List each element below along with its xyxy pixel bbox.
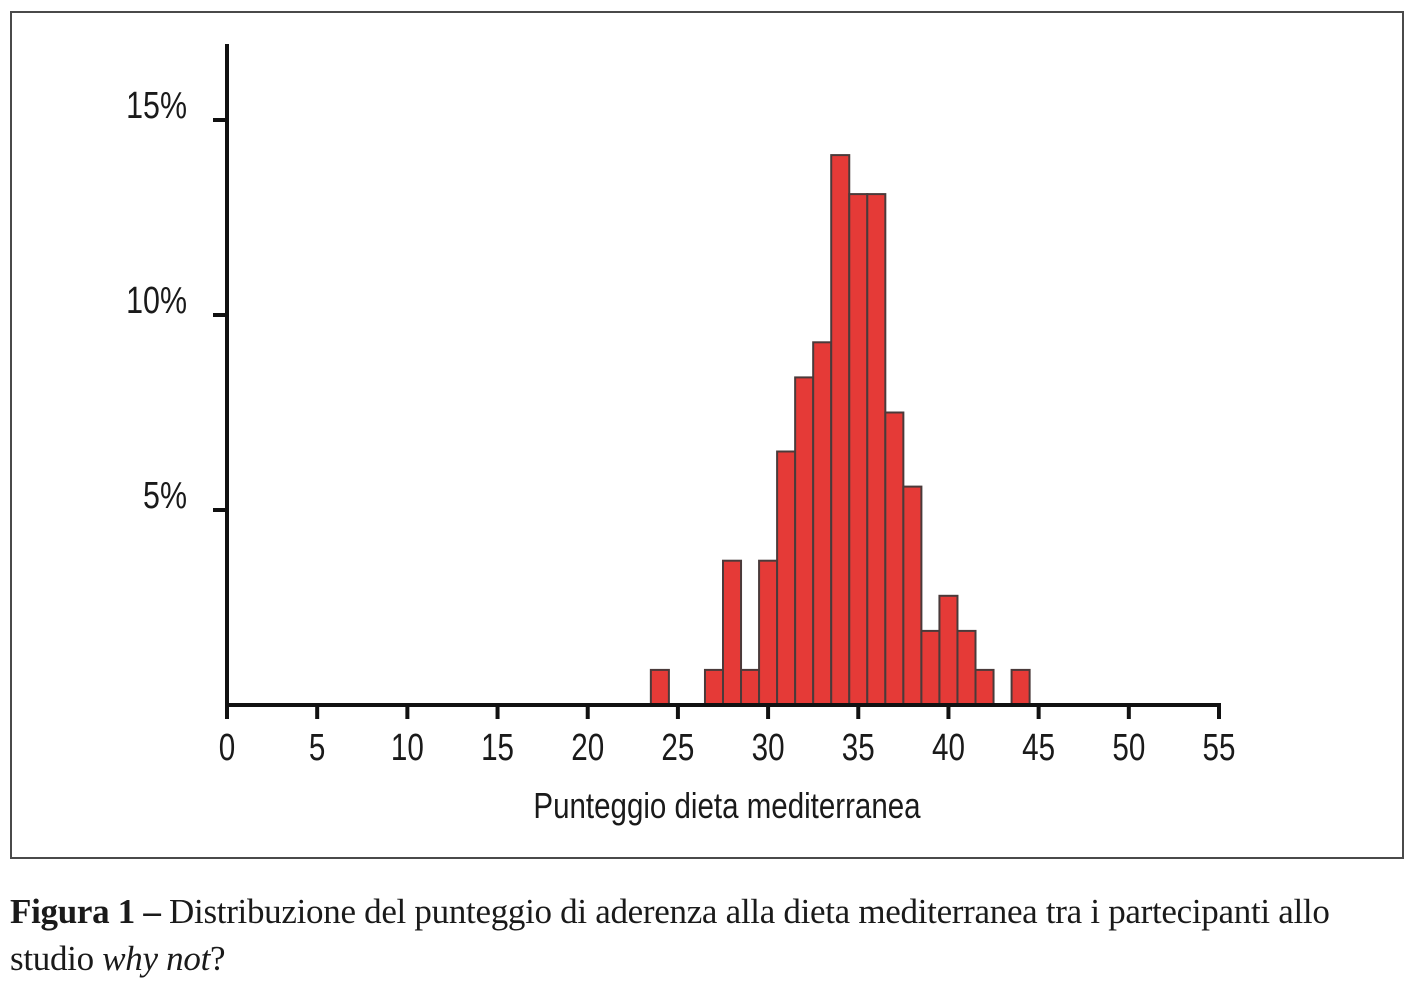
y-tick-label: 15% <box>126 85 187 127</box>
histogram-bar <box>884 411 905 706</box>
x-tick-label: 40 <box>932 727 965 769</box>
x-tick-label: 10 <box>391 727 424 769</box>
histogram-bar <box>920 629 941 707</box>
x-tick-label: 45 <box>1022 727 1055 769</box>
x-tick-label: 35 <box>842 727 875 769</box>
histogram-bar <box>866 193 887 706</box>
histogram-chart: 0 5 10 15 20 25 30 35 40 45 50 55 5% 10% 15% Punteggio… <box>126 44 1235 826</box>
caption-text: Distribuzione del punteggio di aderenza … <box>10 892 1330 978</box>
x-tick-label: 5 <box>309 727 325 769</box>
histogram-bar <box>902 485 923 706</box>
histogram-bar <box>974 668 995 707</box>
x-tick-label: 20 <box>571 727 604 769</box>
histogram-bar <box>812 341 833 706</box>
study-name: why not <box>102 939 210 978</box>
x-tick-label: 15 <box>481 727 514 769</box>
y-tick-label: 5% <box>143 475 187 517</box>
x-tick-label: 30 <box>752 727 785 769</box>
x-axis-title: Punteggio dieta mediterranea <box>533 785 921 825</box>
x-tick-label: 25 <box>661 727 694 769</box>
histogram-bar <box>722 559 743 707</box>
x-tick-label: 0 <box>219 727 235 769</box>
figure-caption: Figura 1 – Distribuzione del punteggio d… <box>10 888 1410 982</box>
figure-label: Figura 1 – <box>10 892 161 931</box>
histogram-bar <box>776 450 797 706</box>
histogram-bar <box>956 629 977 707</box>
histogram-bar <box>794 376 815 706</box>
figure-frame <box>10 11 1404 859</box>
histogram-bars <box>649 154 1031 707</box>
histogram-bar <box>938 594 959 706</box>
histogram-bar <box>848 193 869 706</box>
y-tick-label: 10% <box>126 280 187 322</box>
x-tick-label: 50 <box>1112 727 1145 769</box>
x-tick-label: 55 <box>1203 727 1236 769</box>
histogram-bar <box>830 154 851 707</box>
histogram-bar <box>1010 668 1031 707</box>
histogram-bar <box>703 668 724 707</box>
axes <box>225 44 1221 707</box>
histogram-bar <box>740 668 761 707</box>
axis-ticks: 0 5 10 15 20 25 30 35 40 45 50 55 5% 10% 15% <box>126 85 1235 769</box>
caption-end: ? <box>210 939 226 978</box>
histogram-bar <box>649 668 670 707</box>
histogram-bar <box>758 559 779 707</box>
